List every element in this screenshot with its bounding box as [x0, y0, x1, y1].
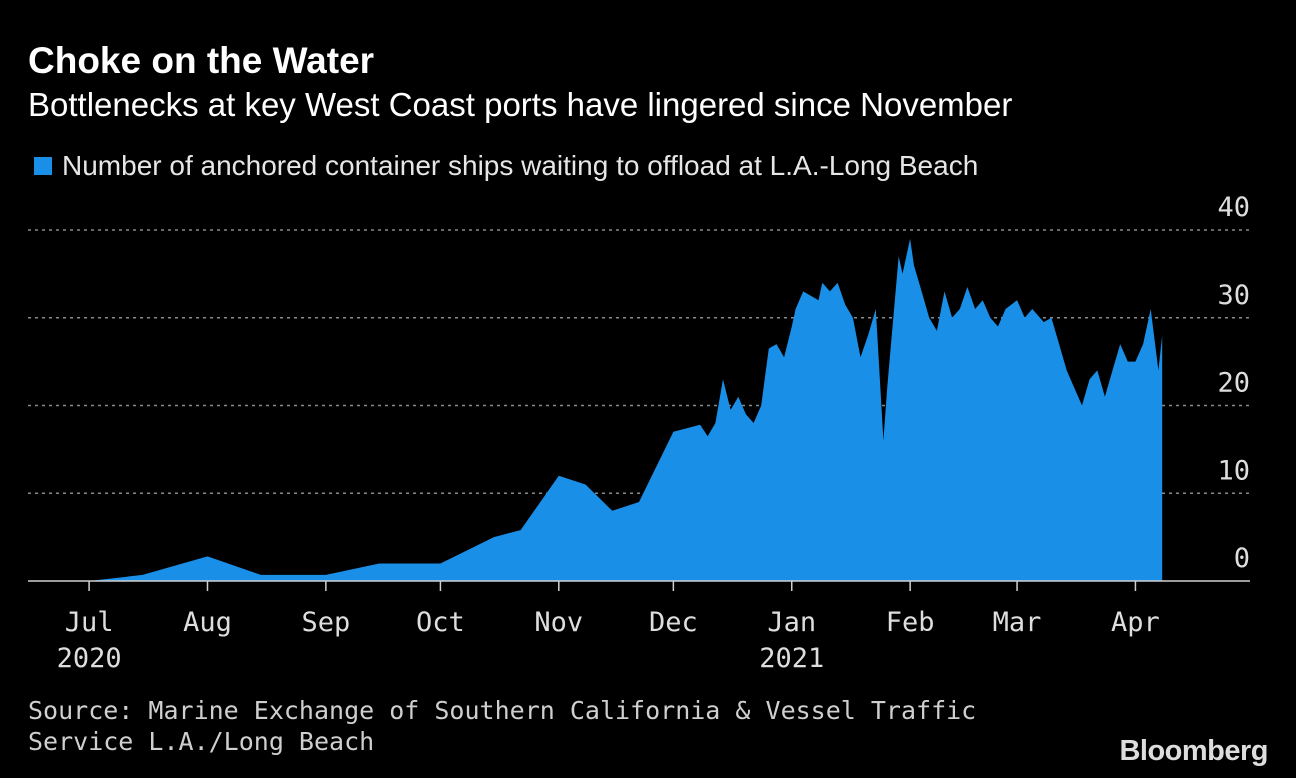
- y-tick-label-0: 0: [1234, 543, 1250, 574]
- legend-swatch: [34, 157, 52, 175]
- x-tick-label-nov: Nov: [534, 607, 583, 638]
- bloomberg-logo: Bloomberg: [1119, 735, 1268, 767]
- y-tick-label-30: 30: [1217, 280, 1250, 311]
- y-tick-label-20: 20: [1217, 368, 1250, 399]
- chart-subtitle: Bottlenecks at key West Coast ports have…: [28, 86, 1013, 123]
- x-tick-year-2021: 2021: [759, 643, 824, 674]
- y-tick-label-10: 10: [1217, 455, 1250, 486]
- series-area: [89, 238, 1163, 582]
- x-tick-label-mar: Mar: [993, 607, 1042, 638]
- x-tick-label-jan: Jan: [767, 607, 816, 638]
- y-axis: 0 10 20 30 40: [1217, 192, 1250, 574]
- x-tick-label-aug: Aug: [183, 607, 232, 638]
- x-tick-label-jul: Jul: [65, 607, 114, 638]
- legend: Number of anchored container ships waiti…: [34, 150, 978, 182]
- x-tick-label-apr: Apr: [1111, 607, 1160, 638]
- x-tick-year-2020: 2020: [57, 643, 122, 674]
- x-tick-label-dec: Dec: [649, 607, 698, 638]
- y-tick-label-40: 40: [1217, 192, 1250, 223]
- x-tick-label-feb: Feb: [886, 607, 935, 638]
- source-note: Source: Marine Exchange of Southern Cali…: [28, 696, 977, 756]
- chart-title: Choke on the Water: [28, 40, 375, 81]
- x-tick-label-oct: Oct: [416, 607, 465, 638]
- legend-label: Number of anchored container ships waiti…: [62, 150, 979, 181]
- x-axis: Jul 2020 Aug Sep Oct Nov Dec Jan 2021 Feb Mar Apr: [57, 581, 1160, 674]
- x-tick-label-sep: Sep: [301, 607, 350, 638]
- gridlines: [28, 229, 1250, 494]
